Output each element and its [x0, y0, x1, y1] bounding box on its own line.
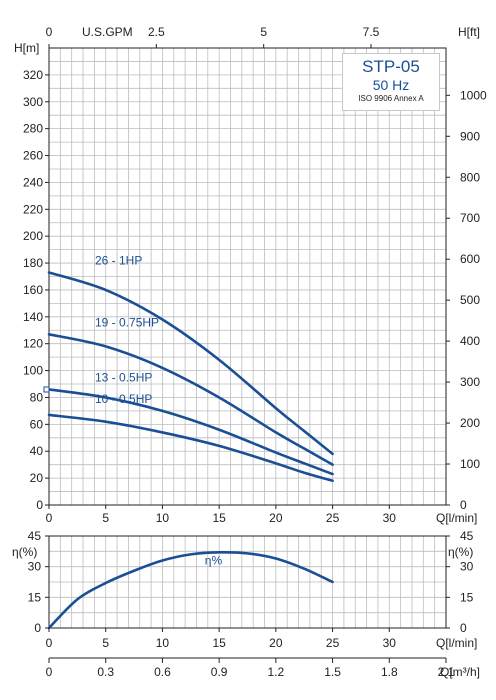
h-ft-tick-label: 300 — [460, 375, 480, 389]
h-ft-axis-label: H[ft] — [458, 25, 480, 39]
series-label: 13 - 0.5HP — [95, 370, 152, 384]
eta-tick-label-left: 30 — [28, 560, 42, 574]
head-curve-series — [47, 388, 334, 476]
eta-tick-label-right: 30 — [460, 560, 474, 574]
h-m-tick-label: 220 — [23, 202, 43, 216]
q-m3h-tick-label: 1.5 — [324, 665, 341, 679]
q-lmin-tick-label-bottom: 30 — [383, 636, 397, 650]
q-lmin-tick-label-bottom: 0 — [46, 636, 53, 650]
q-lmin-tick-label: 20 — [269, 511, 283, 525]
eta-tick-label-left: 0 — [34, 621, 41, 635]
series-label: 19 - 0.75HP — [95, 315, 159, 329]
h-m-tick-label: 40 — [30, 444, 44, 458]
gpm-tick-label: 2.5 — [148, 25, 165, 39]
h-m-tick-label: 20 — [30, 471, 44, 485]
eta-tick-label-right: 0 — [460, 621, 467, 635]
h-ft-tick-label: 0 — [460, 498, 467, 512]
q-m3h-tick-label: 1.2 — [268, 665, 285, 679]
gpm-tick-label: 5 — [260, 25, 267, 39]
h-m-tick-label: 240 — [23, 175, 43, 189]
gpm-tick-label: 0 — [46, 25, 53, 39]
h-m-tick-label: 140 — [23, 310, 43, 324]
eta-axis-label-left: η(%) — [12, 545, 37, 559]
q-lmin-tick-label: 30 — [383, 511, 397, 525]
eta-tick-label-left: 15 — [28, 590, 42, 604]
h-m-axis-label: H[m] — [14, 41, 39, 55]
q-lmin-tick-label-bottom: 5 — [102, 636, 109, 650]
series-label: 10 - 0.5HP — [95, 392, 152, 406]
h-ft-tick-label: 400 — [460, 334, 480, 348]
q-lmin-axis-label-top: Q[l/min] — [436, 511, 477, 525]
h-ft-tick-label: 800 — [460, 170, 480, 184]
h-ft-tick-label: 600 — [460, 252, 480, 266]
q-lmin-tick-label: 5 — [102, 511, 109, 525]
head-plot-frame — [48, 47, 447, 506]
h-ft-tick-label: 100 — [460, 457, 480, 471]
eta-axis-label-right: η(%) — [448, 545, 473, 559]
eta-tick-label-right: 15 — [460, 590, 474, 604]
q-lmin-tick-label-bottom: 10 — [156, 636, 170, 650]
h-m-tick-label: 160 — [23, 283, 43, 297]
h-m-tick-label: 100 — [23, 364, 43, 378]
q-m3h-tick-label: 1.8 — [381, 665, 398, 679]
q-m3h-tick-label: 0.9 — [211, 665, 228, 679]
gpm-axis-label: U.S.GPM — [82, 25, 133, 39]
head-curve-series — [47, 271, 334, 456]
h-m-tick-label: 300 — [23, 95, 43, 109]
model-standard: ISO 9906 Annex A — [358, 94, 424, 103]
head-curve-series — [47, 413, 334, 483]
efficiency-plot-frame — [48, 535, 447, 629]
h-m-tick-label: 0 — [36, 498, 43, 512]
q-m3h-tick-label: 2.1 — [438, 665, 455, 679]
h-ft-tick-label: 500 — [460, 293, 480, 307]
h-ft-tick-label: 1000 — [460, 88, 487, 102]
q-m3h-axis-label: Q[m³/h] — [440, 665, 480, 679]
q-lmin-tick-label: 15 — [212, 511, 226, 525]
model-frequency: 50 Hz — [372, 77, 410, 93]
q-m3h-tick-label: 0.6 — [154, 665, 171, 679]
q-lmin-tick-label-bottom: 25 — [326, 636, 340, 650]
q-lmin-tick-label: 0 — [46, 511, 53, 525]
h-m-tick-label: 260 — [23, 149, 43, 163]
q-lmin-axis-label-bottom: Q[l/min] — [436, 636, 477, 650]
efficiency-series-label: η% — [205, 553, 223, 567]
h-m-tick-label: 280 — [23, 122, 43, 136]
h-m-tick-label: 200 — [23, 229, 43, 243]
h-m-tick-label: 80 — [30, 390, 44, 404]
h-ft-tick-label: 900 — [460, 129, 480, 143]
eta-tick-label-right: 45 — [460, 529, 474, 543]
series-label: 26 - 1HP — [95, 253, 142, 267]
q-lmin-tick-label-bottom: 20 — [269, 636, 283, 650]
eta-tick-label-left: 45 — [28, 529, 42, 543]
q-m3h-tick-label: 0 — [46, 665, 53, 679]
h-m-tick-label: 320 — [23, 68, 43, 82]
h-ft-tick-label: 700 — [460, 211, 480, 225]
head-curve-series — [47, 333, 334, 466]
q-lmin-tick-label: 10 — [156, 511, 170, 525]
q-lmin-tick-label: 25 — [326, 511, 340, 525]
model-info-box: STP-05 50 Hz ISO 9906 Annex A — [342, 53, 440, 111]
gpm-tick-label: 7.5 — [363, 25, 380, 39]
legend-marker — [43, 386, 50, 393]
h-m-tick-label: 120 — [23, 337, 43, 351]
h-ft-tick-label: 200 — [460, 416, 480, 430]
h-m-tick-label: 180 — [23, 256, 43, 270]
q-m3h-tick-label: 0.3 — [97, 665, 114, 679]
efficiency-curve — [47, 551, 334, 630]
h-m-tick-label: 60 — [30, 417, 44, 431]
q-lmin-tick-label-bottom: 15 — [212, 636, 226, 650]
model-name: STP-05 — [362, 57, 420, 76]
